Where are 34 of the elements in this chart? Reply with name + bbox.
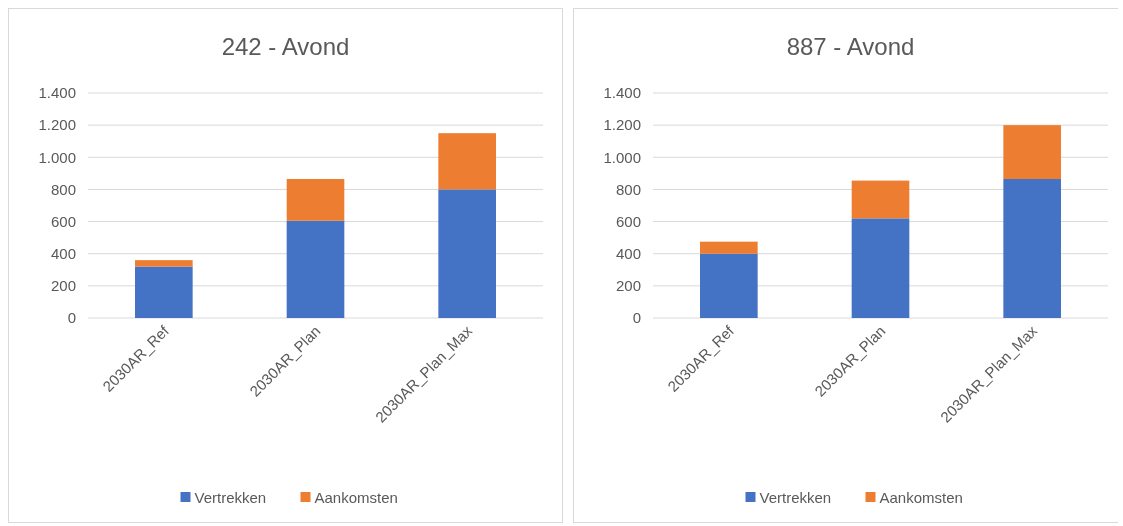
bar xyxy=(1003,125,1061,179)
y-tick-label: 200 xyxy=(50,277,76,295)
y-tick-label: 1.400 xyxy=(38,84,76,102)
bar xyxy=(700,241,758,254)
legend-label: Aankomsten xyxy=(314,489,398,507)
y-tick-label: 0 xyxy=(67,309,76,327)
y-tick-label: 1.000 xyxy=(38,148,76,166)
y-tick-label: 0 xyxy=(632,309,641,327)
bar xyxy=(700,253,758,318)
y-tick-label: 400 xyxy=(50,244,76,262)
legend-label: Vertrekken xyxy=(759,489,832,507)
y-tick-label: 200 xyxy=(615,277,641,295)
bar xyxy=(135,260,193,267)
y-tick-label: 600 xyxy=(50,212,76,230)
y-tick-label: 1.200 xyxy=(603,116,641,134)
bar xyxy=(438,133,496,190)
y-tick-label: 800 xyxy=(615,180,641,198)
bar xyxy=(286,220,345,318)
bar xyxy=(135,266,193,318)
bar xyxy=(851,218,910,318)
legend-label: Aankomsten xyxy=(879,489,963,507)
y-tick-label: 800 xyxy=(50,180,76,198)
y-tick-label: 400 xyxy=(615,244,641,262)
legend-label: Vertrekken xyxy=(194,489,267,507)
bar xyxy=(851,180,910,219)
y-tick-label: 1.000 xyxy=(603,148,641,166)
y-tick-label: 1.400 xyxy=(603,84,641,102)
chart-title: 242 - Avond xyxy=(221,33,350,60)
bar xyxy=(286,178,345,221)
y-tick-label: 1.200 xyxy=(38,116,76,134)
y-tick-label: 600 xyxy=(615,212,641,230)
bar xyxy=(1003,178,1061,318)
chart-title: 887 - Avond xyxy=(786,33,915,60)
bar xyxy=(438,189,496,318)
